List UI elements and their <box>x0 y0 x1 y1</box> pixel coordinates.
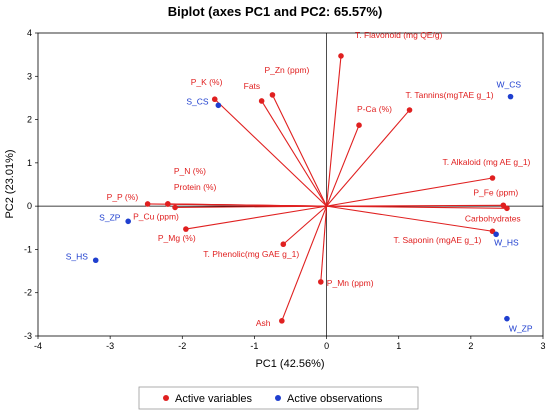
variable-point <box>269 92 276 98</box>
variable-vector <box>175 205 327 208</box>
y-tick-label: 2 <box>27 115 32 125</box>
observation-label: W_HS <box>494 237 519 247</box>
variable-point <box>172 204 178 211</box>
variable-label: Ash <box>256 318 271 328</box>
variable-vector <box>320 206 328 282</box>
variable-point <box>258 98 265 104</box>
variable-point <box>144 201 151 207</box>
variable-label: P_Cu (ppm) <box>133 211 179 221</box>
variable-point <box>356 122 362 128</box>
variable-point <box>489 175 496 181</box>
variable-label: T. Tannins(mgTAE g_1) <box>406 90 494 100</box>
variable-label: Carbohydrates <box>465 213 521 223</box>
observation-point <box>493 231 499 238</box>
y-axis-title: PC2 (23.01%) <box>4 149 16 218</box>
x-tick-label: 2 <box>468 341 473 351</box>
variable-label: Fats <box>244 81 261 91</box>
variable-label: T. Phenolic(mg GAE g_1) <box>203 249 299 259</box>
observation-label: S_CS <box>186 96 209 106</box>
x-tick-label: 1 <box>396 341 401 351</box>
variable-label: T. Flavonoid (mg QE/g) <box>355 30 443 40</box>
variable-label: P_Zn (ppm) <box>264 65 309 75</box>
plot-frame <box>37 32 544 337</box>
variable-point <box>279 318 285 324</box>
variable-label: P_Mg (%) <box>158 233 196 243</box>
variable-point <box>318 279 324 285</box>
variable-vector <box>214 98 327 207</box>
variable-point <box>406 107 413 113</box>
y-tick-label: 0 <box>27 201 32 211</box>
variable-label: P_Fe (ppm) <box>473 187 518 197</box>
observation-point <box>507 93 514 100</box>
observation-point <box>215 102 222 109</box>
variable-vector <box>261 100 328 207</box>
variable-vector <box>326 55 342 207</box>
variable-vector <box>282 205 327 245</box>
variable-point <box>211 96 218 103</box>
y-tick-label: 1 <box>27 158 32 168</box>
variable-point <box>504 205 510 212</box>
variable-vector <box>326 205 507 209</box>
variable-vector <box>281 205 328 322</box>
variable-point <box>280 241 287 248</box>
variable-label: Protein (%) <box>174 182 217 192</box>
y-tick-label: 4 <box>27 28 32 38</box>
x-tick-label: 3 <box>540 341 545 351</box>
observation-label: S_ZP <box>99 212 121 222</box>
legend-label-variables: Active variables <box>175 393 253 405</box>
variable-vector <box>185 205 327 230</box>
variable-label: T. Alkaloid (mg AE g_1) <box>443 157 531 167</box>
variable-vector <box>326 205 493 232</box>
x-tick-label: -4 <box>34 341 42 351</box>
chart-title: Biplot (axes PC1 and PC2: 65.57%) <box>168 4 383 19</box>
variable-vector <box>326 124 360 207</box>
variable-label: P_Mn (ppm) <box>327 278 374 288</box>
y-tick-label: 3 <box>27 71 32 81</box>
observation-points: W_CS S_CS S_ZP S_HS W_HS W_ZP <box>66 80 533 334</box>
variable-vector <box>147 203 327 207</box>
legend-marker-observations <box>275 395 281 401</box>
variable-vector <box>326 109 410 207</box>
x-axis-title: PC1 (42.56%) <box>255 358 324 370</box>
legend-label-observations: Active observations <box>287 393 383 405</box>
observation-point <box>125 218 131 225</box>
observation-label: W_CS <box>497 80 522 90</box>
variable-label: P-Ca (%) <box>357 104 392 114</box>
legend: Active variables Active observations <box>138 386 419 410</box>
observation-point <box>504 315 510 322</box>
variable-point <box>183 226 189 232</box>
x-tick-label: -3 <box>106 341 114 351</box>
legend-marker-variables <box>163 395 169 401</box>
variable-point <box>338 53 344 59</box>
variable-label: P_P (%) <box>107 192 139 202</box>
variable-label: P_N (%) <box>174 166 206 176</box>
y-tick-label: -2 <box>24 288 32 298</box>
observation-label: S_HS <box>66 251 89 261</box>
y-tick-label: -3 <box>24 331 32 341</box>
y-tick-label: -1 <box>24 244 32 254</box>
x-tick-label: -1 <box>250 341 258 351</box>
observation-point <box>92 257 99 264</box>
observation-label: W_ZP <box>509 324 533 334</box>
variable-label: T. Saponin (mgAE g_1) <box>394 235 482 245</box>
variable-vector <box>326 177 493 207</box>
variable-label: P_K (%) <box>191 77 223 87</box>
x-tick-label: -2 <box>178 341 186 351</box>
x-tick-label: 0 <box>324 341 329 351</box>
variable-vector <box>271 94 328 207</box>
